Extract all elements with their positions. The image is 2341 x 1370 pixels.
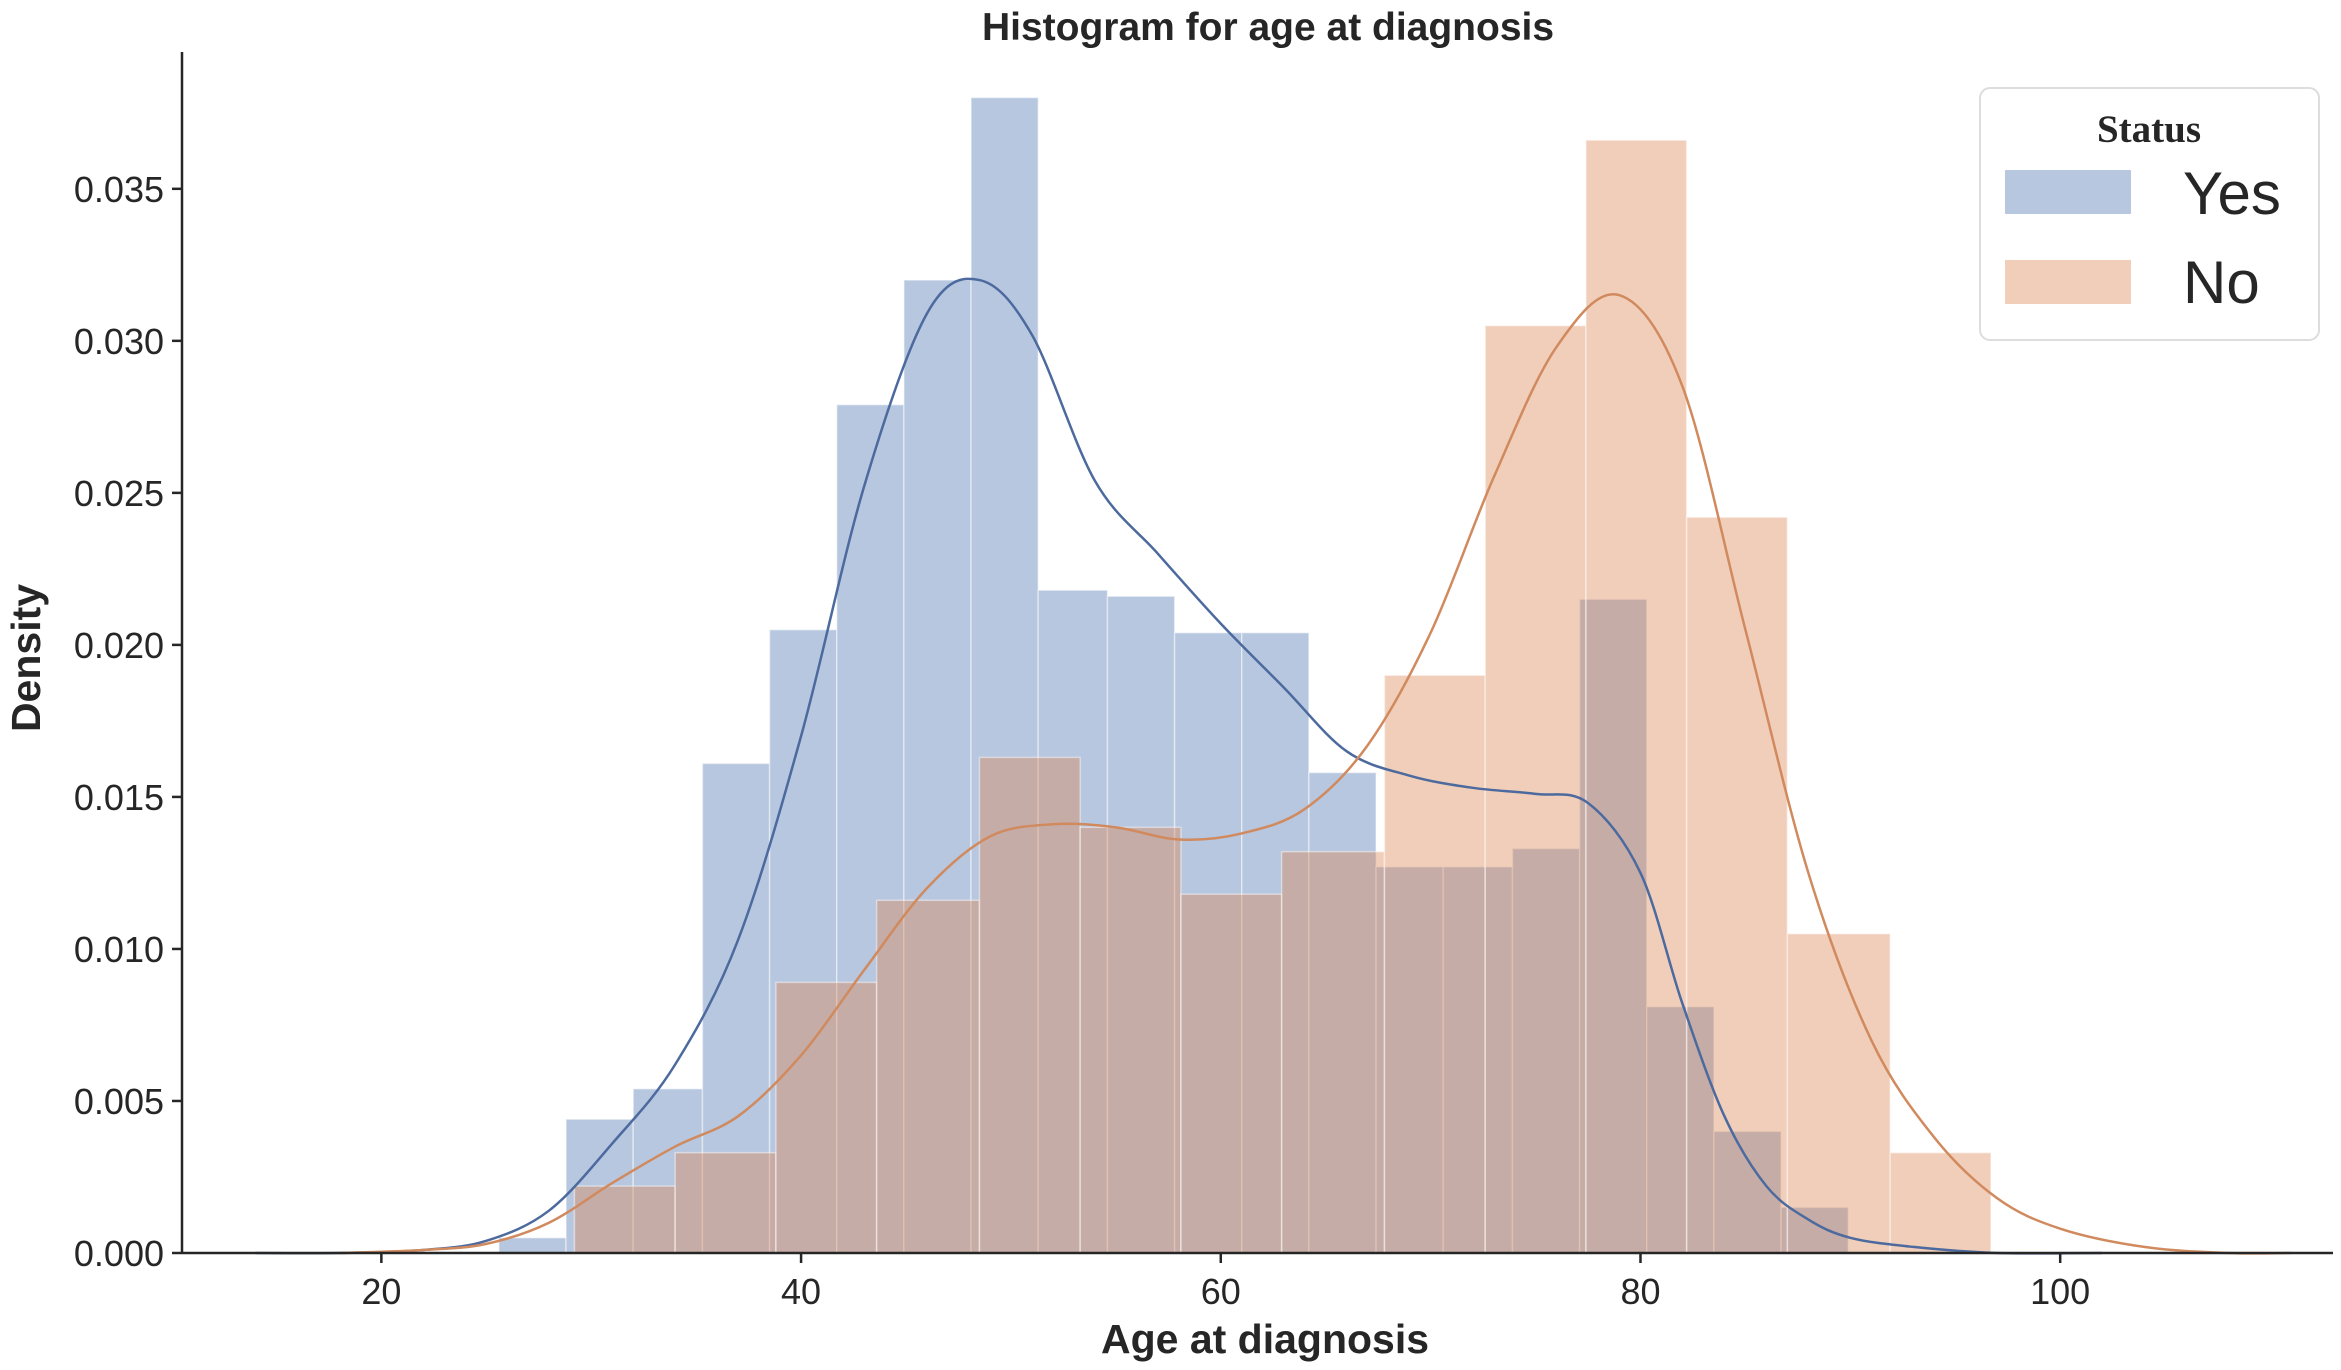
bar-yes [1037, 589, 1109, 1254]
bar-yes [1780, 1206, 1849, 1254]
y-tick-label: 0.005 [74, 1081, 164, 1122]
bar-yes [565, 1118, 634, 1254]
bar-yes [970, 96, 1039, 1254]
chart-title: Histogram for age at diagnosis [982, 6, 1554, 49]
bar-no [1585, 139, 1688, 1254]
bar-yes [1375, 866, 1444, 1254]
legend: Status Yes No [1979, 87, 2320, 341]
bar-yes [1713, 1130, 1782, 1254]
bar-yes [1106, 595, 1176, 1254]
bar-no [674, 1151, 777, 1254]
kde-layer [255, 277, 2292, 1255]
y-axis-ticks: 0.000 0.005 0.010 0.015 0.020 0.025 0.030 0.035 [74, 169, 182, 1274]
x-tick-label: 80 [1620, 1271, 1660, 1312]
x-axis-ticks: 20 40 60 80 100 [361, 1253, 2090, 1312]
legend-swatch-yes [2005, 170, 2131, 214]
bar-yes [1511, 847, 1581, 1254]
bar-yes [632, 1088, 704, 1254]
bar-no [978, 756, 1081, 1254]
bar-yes [701, 762, 771, 1254]
y-axis-label: Density [3, 584, 49, 732]
y-tick-label: 0.010 [74, 929, 164, 970]
x-tick-label: 20 [361, 1271, 401, 1312]
bar-no [1484, 324, 1587, 1254]
legend-label-no: No [2183, 249, 2260, 316]
legend-frame [1979, 87, 2320, 341]
bar-yes [1646, 1005, 1715, 1254]
bar-no [775, 981, 878, 1254]
bars-yes [498, 96, 1849, 1254]
bar-no [1180, 893, 1283, 1254]
bar-no [1079, 826, 1182, 1254]
legend-label-yes: Yes [2183, 160, 2281, 227]
legend-swatch-no [2005, 260, 2131, 304]
bar-yes [498, 1237, 567, 1254]
bars-no [573, 139, 1992, 1254]
bar-no [1383, 674, 1486, 1254]
bar-no [1786, 932, 1891, 1254]
bar-yes [1308, 771, 1377, 1254]
bar-yes [1442, 866, 1514, 1254]
y-tick-label: 0.000 [74, 1233, 164, 1274]
y-tick-label: 0.035 [74, 169, 164, 210]
kde-line-yes [255, 277, 2103, 1255]
bars-layer [498, 96, 1992, 1254]
x-axis-label: Age at diagnosis [1101, 1316, 1429, 1362]
bar-no [1280, 850, 1386, 1254]
bar-no [1889, 1151, 1992, 1254]
kde-line-no [339, 293, 2292, 1255]
bar-yes [1578, 598, 1648, 1254]
y-tick-label: 0.025 [74, 473, 164, 514]
bar-no [573, 1185, 676, 1254]
legend-title: Status [2097, 108, 2201, 151]
bar-no [875, 899, 981, 1254]
y-tick-label: 0.020 [74, 625, 164, 666]
x-tick-label: 60 [1201, 1271, 1241, 1312]
x-tick-label: 100 [2030, 1271, 2090, 1312]
bar-no [1685, 516, 1789, 1254]
x-tick-label: 40 [781, 1271, 821, 1312]
bar-yes [1173, 631, 1243, 1254]
y-tick-label: 0.030 [74, 321, 164, 362]
y-tick-label: 0.015 [74, 777, 164, 818]
